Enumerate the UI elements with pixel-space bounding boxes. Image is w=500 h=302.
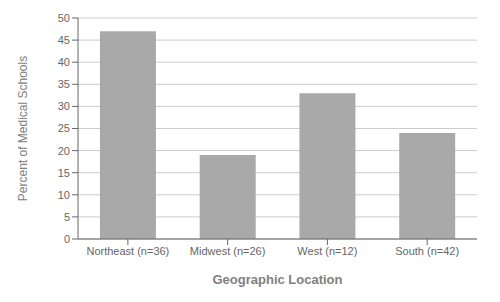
- svg-text:40: 40: [58, 56, 70, 68]
- svg-text:Geographic Location: Geographic Location: [212, 272, 342, 287]
- svg-text:45: 45: [58, 34, 70, 46]
- svg-text:Northeast (n=36): Northeast (n=36): [86, 245, 169, 257]
- svg-text:25: 25: [58, 122, 70, 134]
- svg-text:20: 20: [58, 145, 70, 157]
- svg-text:5: 5: [64, 211, 70, 223]
- svg-text:South (n=42): South (n=42): [395, 245, 459, 257]
- svg-text:Percent of Medical Schools: Percent of Medical Schools: [16, 56, 30, 201]
- svg-text:50: 50: [58, 12, 70, 24]
- svg-text:10: 10: [58, 189, 70, 201]
- svg-text:Midwest (n=26): Midwest (n=26): [190, 245, 266, 257]
- svg-text:15: 15: [58, 167, 70, 179]
- svg-text:West (n=12): West (n=12): [297, 245, 357, 257]
- svg-text:35: 35: [58, 78, 70, 90]
- svg-text:0: 0: [64, 233, 70, 245]
- svg-text:30: 30: [58, 100, 70, 112]
